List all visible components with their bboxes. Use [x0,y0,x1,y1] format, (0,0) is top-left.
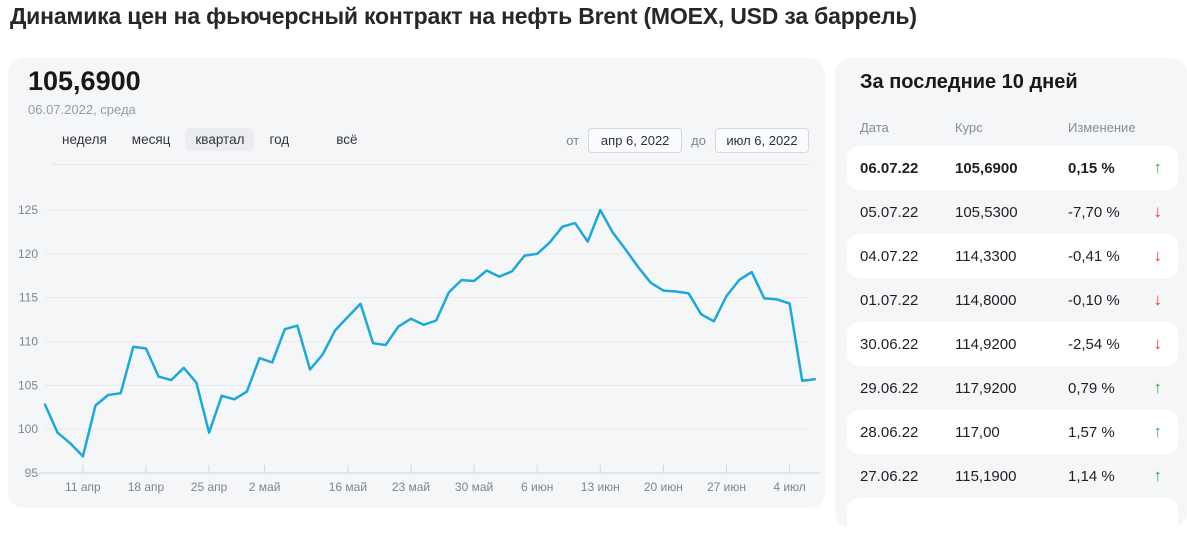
current-price: 105,6900 [28,66,141,96]
row-change: -7,70 % [1068,203,1120,221]
row-change: 0,79 % [1068,379,1115,397]
x-axis-label: 11 апр [65,480,101,494]
row-date: 04.07.22 [860,247,919,265]
x-axis-label: 30 май [455,480,493,494]
date-range: от до [566,128,809,153]
x-axis-label: 2 май [249,480,281,494]
current-price-date: 06.07.2022, среда [28,102,136,117]
y-axis-label: 105 [18,378,38,392]
table-row: 04.07.22 114,3300 -0,41 % ↓ [847,234,1178,278]
x-axis-label: 25 апр [191,480,228,494]
arrow-up-icon: ↑ [1153,422,1163,441]
x-axis-label: 18 апр [128,480,165,494]
arrow-down-icon: ↓ [1153,202,1163,221]
arrow-down-icon: ↓ [1153,246,1163,265]
row-rate: 114,9200 [955,335,1017,353]
period-tabs: неделя месяц квартал год всё [52,128,367,151]
table-row: 01.07.22 114,8000 -0,10 % ↓ [847,278,1178,322]
tab-month[interactable]: месяц [131,132,171,147]
row-change: 1,57 % [1068,423,1115,441]
arrow-up-icon: ↑ [1153,158,1163,177]
row-date: 28.06.22 [860,423,919,441]
column-header-date: Дата [860,120,889,135]
table-header: Дата Курс Изменение [860,120,1178,135]
page-title: Динамика цен на фьючерсный контракт на н… [10,3,917,29]
toolbar-divider [52,164,809,165]
row-rate: 105,6900 [955,159,1018,177]
last-days-panel: За последние 10 дней Дата Курс Изменение… [835,58,1187,542]
column-header-change: Изменение [1068,120,1136,135]
table-row: 27.06.22 115,1900 1,14 % ↑ [847,454,1178,498]
tab-year[interactable]: год [269,132,290,147]
table-row: 05.07.22 105,5300 -7,70 % ↓ [847,190,1178,234]
row-rate: 114,8000 [955,291,1017,309]
rates-table-body: 06.07.22 105,6900 0,15 % ↑ 05.07.22 105,5300 -… [847,146,1178,542]
row-rate: 114,3300 [955,247,1017,265]
x-axis-label: 23 май [392,480,430,494]
row-date: 06.07.22 [860,159,919,177]
x-axis-label: 20 июн [644,480,683,494]
y-axis-label: 120 [18,247,38,261]
x-axis-label: 27 июн [707,480,746,494]
x-axis-label: 6 июн [521,480,553,494]
row-date: 29.06.22 [860,379,919,397]
date-from-label: от [566,133,580,148]
date-to-label: до [691,133,706,148]
last-days-title: За последние 10 дней [860,71,1078,93]
row-rate: 117,9200 [955,379,1017,397]
row-date: 05.07.22 [860,203,919,221]
price-line [43,208,817,458]
y-axis-label: 100 [18,422,38,436]
tab-all[interactable]: всё [336,132,358,147]
price-chart-card: 105,6900 06.07.2022, среда неделя месяц кв… [8,58,825,508]
row-change: 0,15 % [1068,159,1115,177]
row-rate: 115,1900 [955,467,1017,485]
x-axis-label: 4 июл [773,480,805,494]
y-axis-label: 115 [19,291,38,305]
table-row: 29.06.22 117,9200 0,79 % ↑ [847,366,1178,410]
row-change: -2,54 % [1068,335,1120,353]
table-row: 30.06.22 114,9200 -2,54 % ↓ [847,322,1178,366]
x-axis-label: 13 июн [581,480,620,494]
arrow-up-icon: ↑ [1153,466,1163,485]
row-rate: 117,00 [955,423,1000,441]
table-row: 28.06.22 117,00 1,57 % ↑ [847,410,1178,454]
x-axis-label: 16 май [329,480,367,494]
row-date: 01.07.22 [860,291,919,309]
arrow-down-icon: ↓ [1153,290,1163,309]
y-axis-label: 110 [19,334,38,348]
tab-quarter[interactable]: квартал [185,128,255,151]
date-to-input[interactable] [715,128,809,153]
column-header-rate: Курс [955,120,983,135]
date-from-input[interactable] [588,128,683,153]
row-change: -0,10 % [1068,291,1120,309]
row-date: 27.06.22 [860,467,919,485]
y-axis-label: 125 [18,203,38,217]
table-row: 06.07.22 105,6900 0,15 % ↑ [847,146,1178,190]
row-change: -0,41 % [1068,247,1120,265]
arrow-up-icon: ↑ [1153,378,1163,397]
table-row-partial [847,498,1178,542]
row-change: 1,14 % [1068,467,1115,485]
row-date: 30.06.22 [860,335,919,353]
tab-week[interactable]: неделя [62,132,107,147]
row-rate: 105,5300 [955,203,1018,221]
arrow-down-icon: ↓ [1153,334,1163,353]
